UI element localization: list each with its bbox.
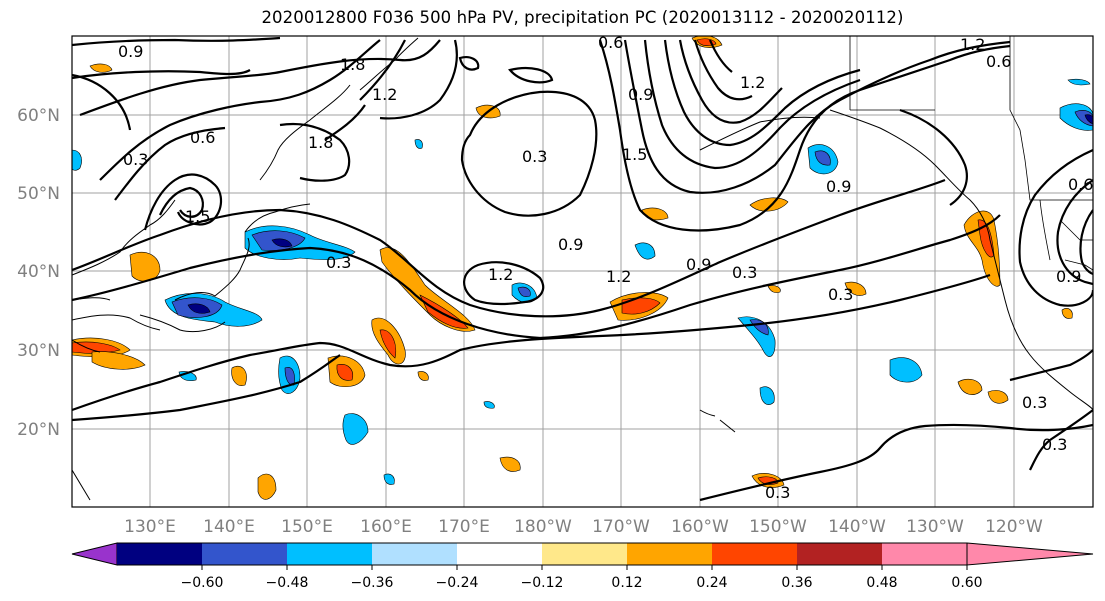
lat-label: 60°N	[17, 106, 60, 126]
lon-label: 170°E	[438, 517, 490, 537]
contour-label: 0.3	[326, 253, 351, 272]
lon-label: 150°E	[281, 517, 333, 537]
lat-label: 30°N	[17, 341, 60, 361]
colorbar-tick-label: 0.12	[611, 575, 642, 591]
contour-label: 0.6	[190, 128, 215, 147]
colorbar-bin	[457, 543, 542, 565]
colorbar-bin	[117, 543, 202, 565]
lon-label: 120°W	[985, 517, 1043, 537]
lon-label: 170°W	[592, 517, 650, 537]
contour-label: 1.2	[488, 265, 513, 284]
contour-label: 0.6	[986, 52, 1011, 71]
contour-labels: 0.9 1.8 1.8 1.2 1.5 0.6 0.3 1.2 0.6 0.6 …	[118, 33, 1093, 502]
pv-contours	[72, 36, 1093, 502]
colorbar-bin	[797, 543, 882, 565]
colorbar-tick-label: −0.60	[181, 575, 224, 591]
contour-label: 0.3	[1042, 435, 1067, 454]
contour-label: 0.3	[732, 263, 757, 282]
contour-label: 1.8	[340, 55, 365, 74]
colorbar-tick-label: −0.12	[521, 575, 564, 591]
lon-label: 160°E	[360, 517, 412, 537]
contour-label: 1.5	[622, 145, 647, 164]
latitude-labels: 60°N 50°N 40°N 30°N 20°N	[17, 106, 60, 440]
lon-label: 160°W	[671, 517, 729, 537]
lon-label: 180°W	[514, 517, 572, 537]
colorbar-bin	[372, 543, 457, 565]
map-title: 2020012800 F036 500 hPa PV, precipitatio…	[261, 8, 904, 27]
lon-label: 140°E	[203, 517, 255, 537]
colorbar-tick-label: −0.24	[436, 575, 479, 591]
contour-label: 1.5	[185, 207, 210, 226]
colorbar-tick-label: 0.48	[866, 575, 897, 591]
colorbar-bin	[542, 543, 627, 565]
lat-label: 20°N	[17, 420, 60, 440]
precip-negative	[72, 78, 1093, 485]
colorbar-bin	[882, 543, 967, 565]
contour-label: 0.9	[686, 255, 711, 274]
colorbar-tick-label: 0.36	[781, 575, 812, 591]
colorbar-tick-label: −0.48	[266, 575, 309, 591]
colorbar-bin	[627, 543, 712, 565]
lon-label: 130°W	[906, 517, 964, 537]
lat-label: 50°N	[17, 184, 60, 204]
contour-label: 0.9	[826, 177, 851, 196]
contour-label: 0.3	[522, 147, 547, 166]
contour-label: 0.3	[123, 150, 148, 169]
contour-label: 1.8	[308, 133, 333, 152]
lon-label: 130°E	[124, 517, 176, 537]
lon-label: 150°W	[749, 517, 807, 537]
longitude-labels: 130°E 140°E 150°E 160°E 170°E 180°W 170°…	[124, 517, 1043, 537]
contour-label: 0.3	[765, 483, 790, 502]
contour-label: 1.2	[606, 267, 631, 286]
colorbar-bin	[287, 543, 372, 565]
contour-label: 0.9	[1056, 267, 1081, 286]
contour-label: 1.2	[372, 85, 397, 104]
contour-label: 1.2	[740, 73, 765, 92]
coastlines	[72, 37, 1093, 501]
contour-label: 0.6	[1068, 175, 1093, 194]
colorbar-tick-label: −0.36	[351, 575, 394, 591]
contour-label: 0.9	[628, 85, 653, 104]
contour-label: 1.2	[960, 35, 985, 54]
contour-label: 0.3	[1022, 393, 1047, 412]
colorbar-bin	[712, 543, 797, 565]
colorbar-tick-label: 0.60	[951, 575, 982, 591]
colorbar-tick-label: 0.24	[696, 575, 727, 591]
colorbar-extend-high	[966, 542, 1094, 566]
contour-label: 0.9	[558, 235, 583, 254]
lat-label: 40°N	[17, 262, 60, 282]
colorbar-extend-low	[71, 542, 118, 566]
contour-label: 0.6	[598, 33, 623, 52]
colorbar-bin	[202, 543, 287, 565]
colorbar: −0.60 −0.48 −0.36 −0.24 −0.12 0.12 0.24 …	[71, 542, 1094, 591]
lon-label: 140°W	[828, 517, 886, 537]
contour-label: 0.9	[118, 42, 143, 61]
contour-label: 0.3	[828, 285, 853, 304]
map-frame	[71, 35, 1094, 508]
